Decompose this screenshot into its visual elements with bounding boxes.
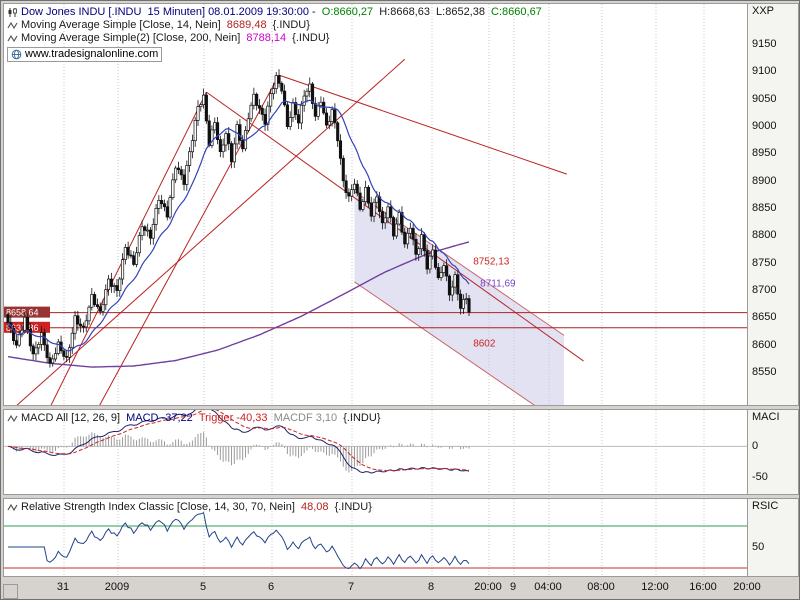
price-panel-corner-label: XXP <box>752 5 775 17</box>
macd-axis-tick: -50 <box>752 470 768 483</box>
price-axis-tick: 9100 <box>752 65 777 78</box>
price-axis-tick: 8700 <box>752 284 777 296</box>
watermark: www.tradesignalonline.com <box>7 47 163 62</box>
price-axis-tick: 8750 <box>752 256 777 269</box>
corner-box <box>3 584 18 599</box>
price-axis-tick: 8800 <box>752 229 777 242</box>
candlestick-series <box>6 69 471 368</box>
time-axis-tick: 31 <box>56 581 70 593</box>
rsi-chart[interactable] <box>4 499 749 576</box>
macd-axis-tick: 0 <box>752 440 759 453</box>
rsi-axis[interactable]: RSIC 50 <box>747 499 798 576</box>
price-axis-tick: 8850 <box>752 202 777 214</box>
price-axis-tick: 8650 <box>752 311 777 324</box>
price-panel[interactable]: 8658,648630,86 8752,13 8711,69 8602 XXP 915… <box>3 3 799 406</box>
rsi-panel[interactable]: RSIC 50 Relative Strength Index Classic … <box>3 498 799 577</box>
time-axis-tick: 12:00 <box>641 581 669 593</box>
vertical-gridlines <box>63 410 749 494</box>
price-annotations: 8752,13 8711,69 8602 <box>473 257 516 350</box>
price-axis-tick: 9050 <box>752 92 777 105</box>
price-axis-tick: 8550 <box>752 366 777 378</box>
time-axis-tick: 08:00 <box>587 581 615 593</box>
time-axis[interactable]: 31 2009 5 6 7 8 20:00 9 04:00 08:00 12:00 16:00 20:0… <box>3 579 799 597</box>
time-axis-tick: 7 <box>347 581 355 593</box>
macd-panel-corner-label: MACI <box>752 411 780 423</box>
time-axis-tick: 04:00 <box>534 581 562 593</box>
time-axis-tick: 20:00 <box>474 581 502 593</box>
macd-panel[interactable]: MACI 0 -50 MACD All [12, 26, 9] MACD -37,… <box>3 409 799 495</box>
price-axis-tick: 8600 <box>752 338 777 351</box>
svg-text:8752,13: 8752,13 <box>473 257 510 268</box>
price-chart[interactable]: 8658,648630,86 8752,13 8711,69 8602 <box>4 4 749 405</box>
macd-line <box>7 410 470 474</box>
globe-icon <box>11 49 22 60</box>
ma14-line <box>7 99 470 352</box>
price-axis-tick: 9000 <box>752 120 777 132</box>
rsi-line <box>8 511 470 570</box>
price-axis-tick: 8950 <box>752 147 777 160</box>
time-axis-tick: 20:00 <box>733 581 761 593</box>
watermark-text: www.tradesignalonline.com <box>25 48 159 60</box>
svg-text:8658,64: 8658,64 <box>6 308 39 318</box>
svg-text:8711,69: 8711,69 <box>480 279 516 290</box>
vertical-gridlines <box>63 4 749 405</box>
rsi-panel-corner-label: RSIC <box>752 500 779 512</box>
svg-text:8602: 8602 <box>473 339 496 350</box>
time-axis-tick: 16:00 <box>689 581 717 593</box>
macd-histogram <box>10 432 470 473</box>
time-axis-tick: 2009 <box>104 581 130 593</box>
macd-trigger-line <box>7 410 470 472</box>
price-axis-tick: 8900 <box>752 174 777 187</box>
rsi-axis-tick: 50 <box>752 541 765 553</box>
vertical-gridlines <box>63 499 749 576</box>
price-axis[interactable]: XXP 9150 9100 9050 9000 8950 8900 8850 8800 8750… <box>747 4 798 405</box>
time-axis-tick: 6 <box>267 581 275 593</box>
time-axis-tick: 9 <box>509 581 517 593</box>
price-axis-tick: 9150 <box>752 38 777 50</box>
macd-chart[interactable] <box>4 410 749 494</box>
time-axis-tick: 5 <box>199 581 207 593</box>
horizontal-support-lines: 8658,648630,86 <box>4 306 748 333</box>
ma200-line <box>7 241 470 368</box>
macd-axis[interactable]: MACI 0 -50 <box>747 410 798 494</box>
time-axis-tick: 8 <box>427 581 435 593</box>
